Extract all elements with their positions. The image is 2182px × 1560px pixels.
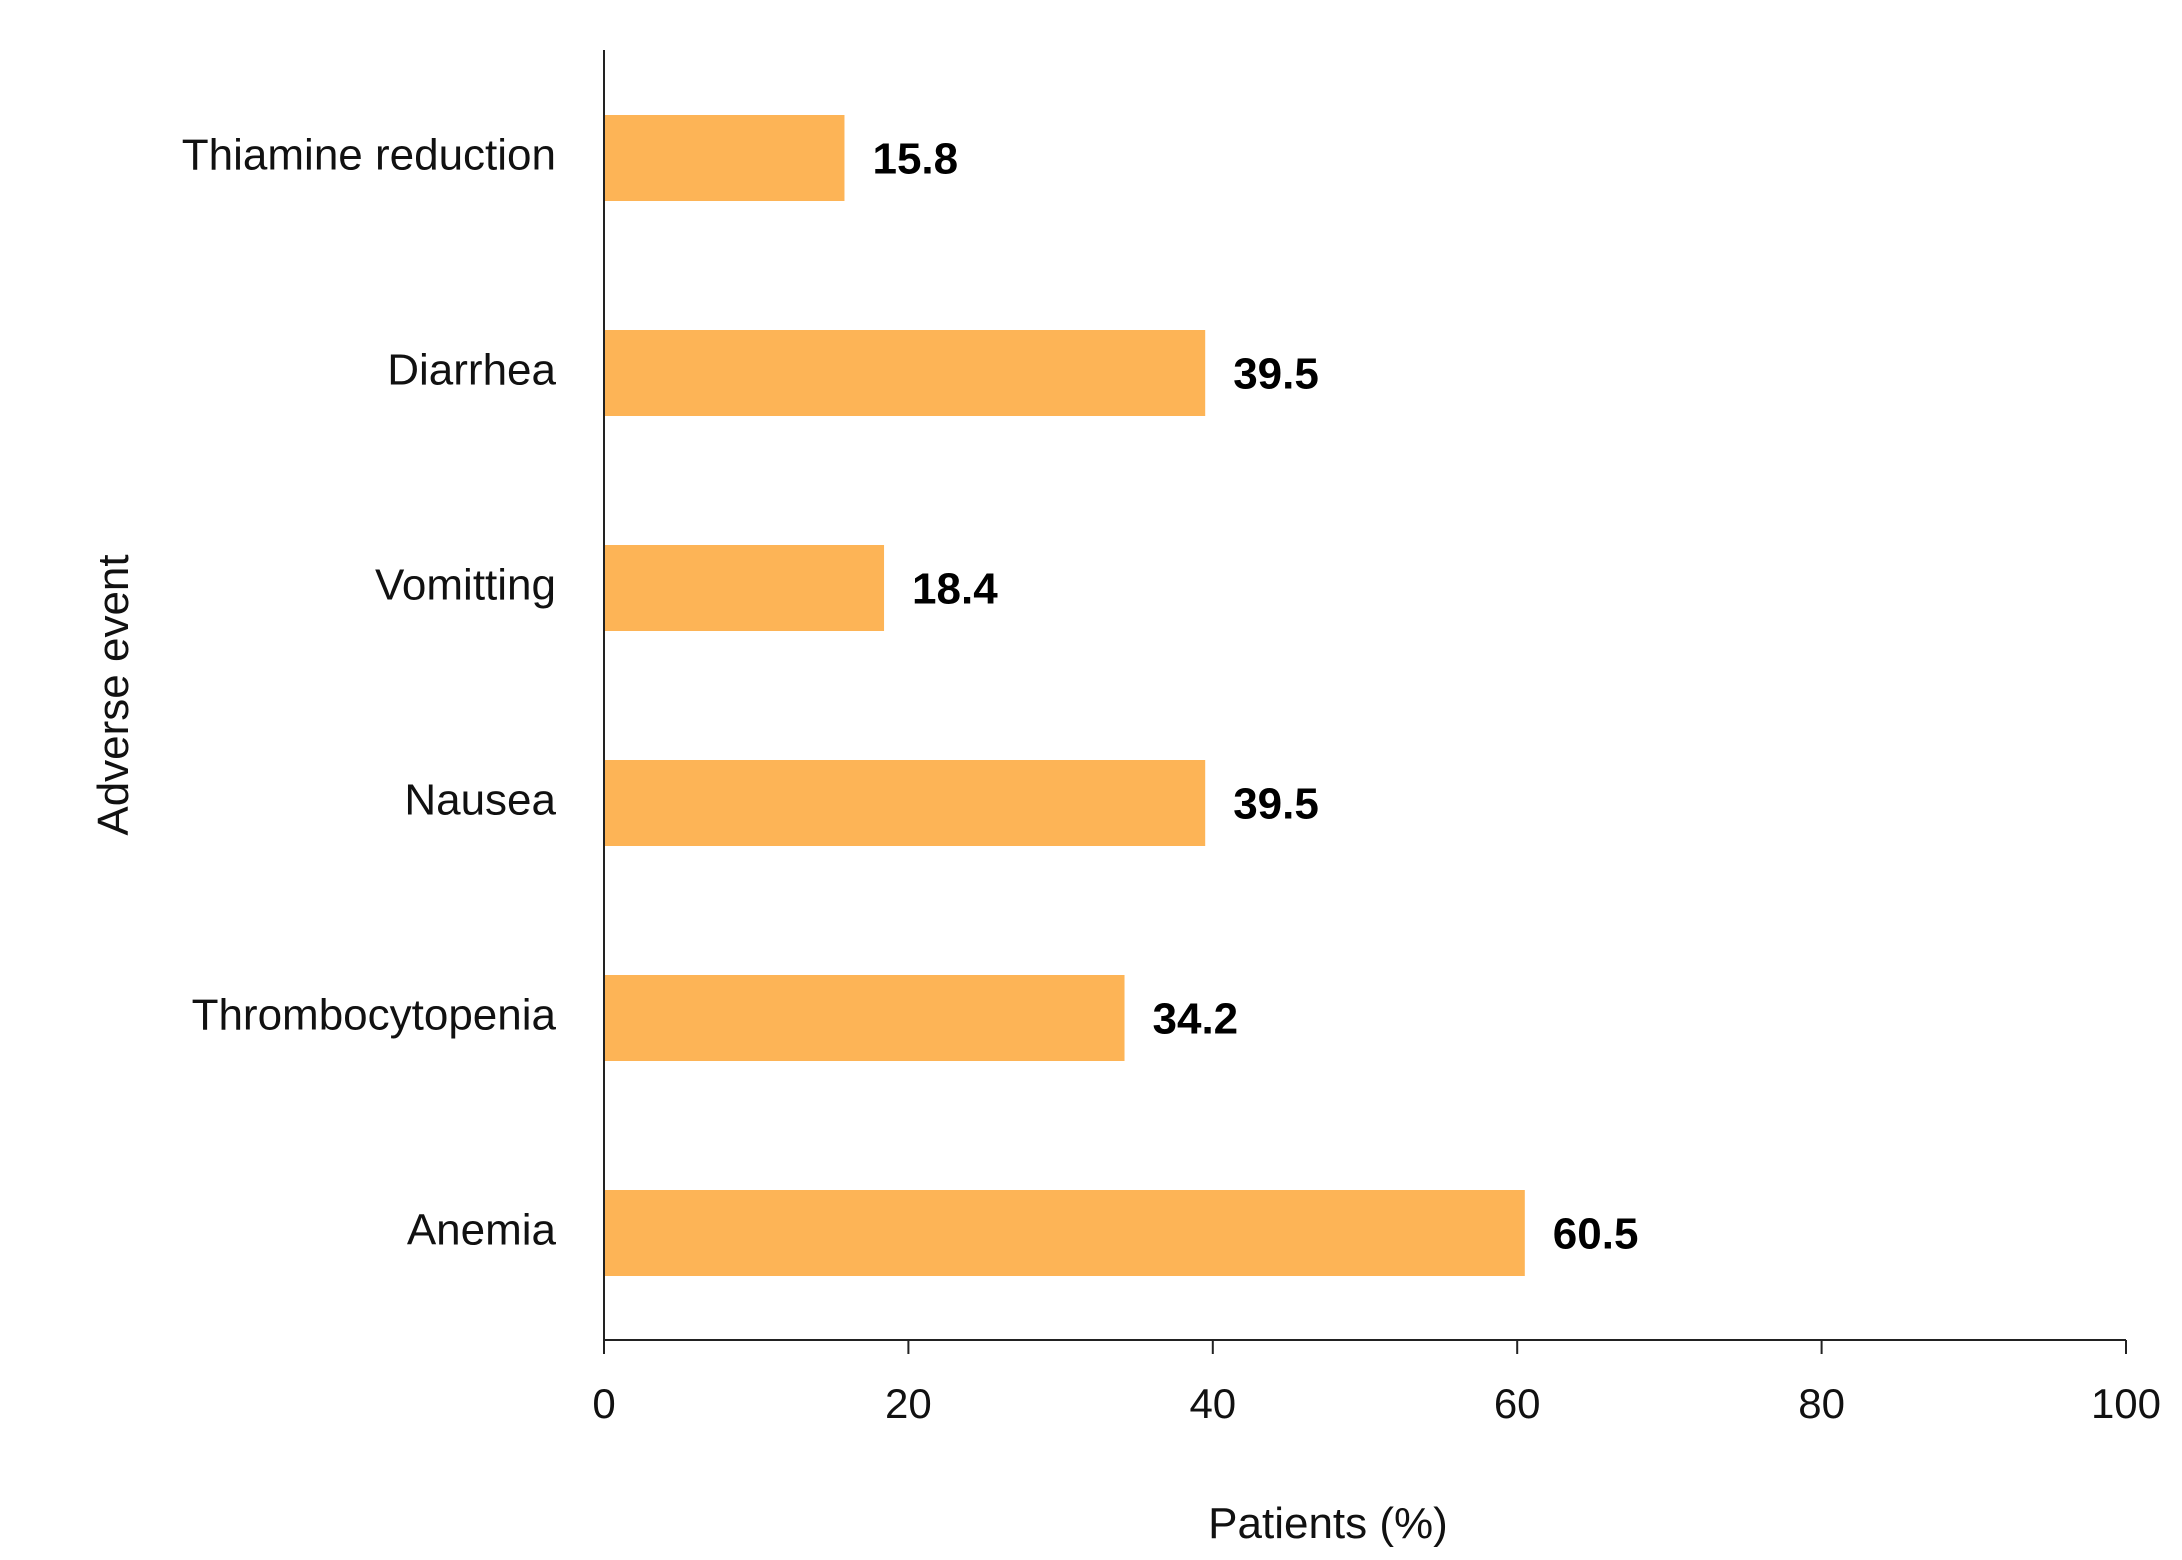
data-label: 39.5 bbox=[1233, 350, 1319, 399]
data-label: 39.5 bbox=[1233, 780, 1319, 829]
category-label: Thrombocytopenia bbox=[192, 991, 557, 1040]
x-tick-label: 80 bbox=[1798, 1380, 1845, 1427]
bar bbox=[604, 330, 1206, 416]
data-label: 34.2 bbox=[1153, 995, 1239, 1044]
x-tick-label: 40 bbox=[1189, 1380, 1236, 1427]
y-axis-title: Adverse event bbox=[89, 554, 138, 835]
bar bbox=[604, 760, 1206, 846]
category-label: Vomitting bbox=[375, 561, 556, 610]
data-label: 60.5 bbox=[1553, 1210, 1639, 1259]
x-ticks-group: 0 20 40 60 80 100 bbox=[592, 1340, 2161, 1427]
x-tick-label: 60 bbox=[1494, 1380, 1541, 1427]
bar bbox=[604, 115, 845, 201]
x-tick-label: 0 bbox=[592, 1380, 615, 1427]
data-labels-group: 15.8 39.5 18.4 39.5 34.2 60.5 bbox=[872, 135, 1638, 1259]
data-label: 15.8 bbox=[872, 135, 958, 184]
bars-group bbox=[604, 115, 1525, 1276]
data-label: 18.4 bbox=[912, 565, 998, 614]
x-tick-label: 100 bbox=[2091, 1380, 2161, 1427]
x-axis-title: Patients (%) bbox=[1208, 1499, 1448, 1548]
category-label: Thiamine reduction bbox=[182, 131, 556, 180]
bar bbox=[604, 975, 1125, 1061]
bar bbox=[604, 545, 885, 631]
category-labels-group: Thiamine reduction Diarrhea Vomitting Nause… bbox=[182, 131, 557, 1255]
x-tick-label: 20 bbox=[885, 1380, 932, 1427]
bar bbox=[604, 1190, 1525, 1276]
category-label: Nausea bbox=[404, 776, 556, 825]
category-label: Diarrhea bbox=[387, 346, 556, 395]
category-label: Anemia bbox=[407, 1206, 557, 1255]
